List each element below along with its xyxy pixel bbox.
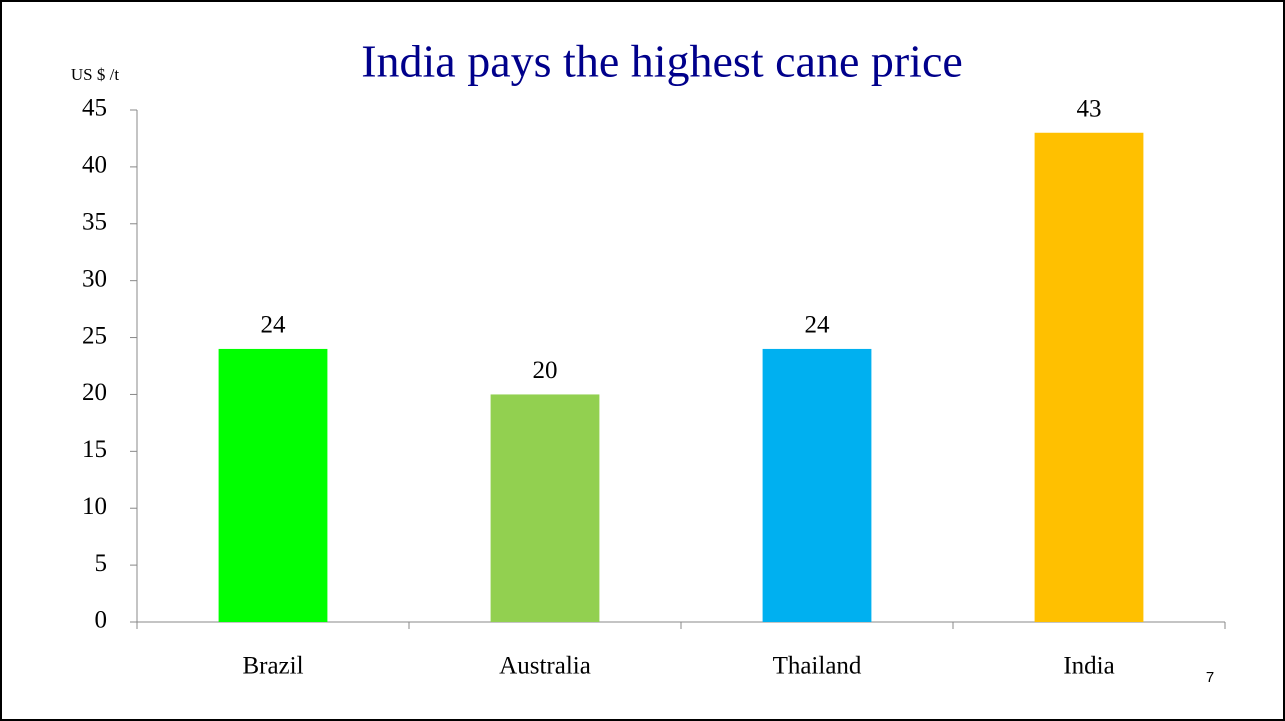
y-tick-label: 25: [82, 322, 107, 349]
y-tick-label: 45: [82, 95, 107, 122]
chart-title: India pays the highest cane price: [361, 36, 963, 87]
y-tick-label: 0: [95, 607, 108, 634]
x-tick-label: Australia: [499, 653, 591, 680]
y-tick-label: 10: [82, 493, 107, 520]
x-tick-label: Brazil: [242, 653, 303, 680]
y-tick-label: 40: [82, 152, 107, 179]
y-tick-label: 30: [82, 265, 107, 292]
bar: [218, 348, 328, 622]
data-label: 24: [261, 312, 287, 339]
y-tick-label: 5: [95, 550, 108, 577]
x-tick-label: India: [1063, 653, 1114, 680]
y-tick-label: 15: [82, 436, 107, 463]
y-axis-label: US $ /t: [71, 65, 119, 84]
bar: [762, 348, 872, 622]
y-tick-label: 35: [82, 209, 107, 236]
bar: [490, 394, 600, 622]
data-label: 20: [533, 357, 558, 384]
slide-number: 7: [1206, 669, 1214, 686]
y-tick-label: 20: [82, 379, 107, 406]
x-tick-label: Thailand: [773, 653, 862, 680]
data-label: 24: [805, 312, 831, 339]
data-label: 43: [1077, 95, 1102, 122]
bar: [1034, 132, 1144, 622]
